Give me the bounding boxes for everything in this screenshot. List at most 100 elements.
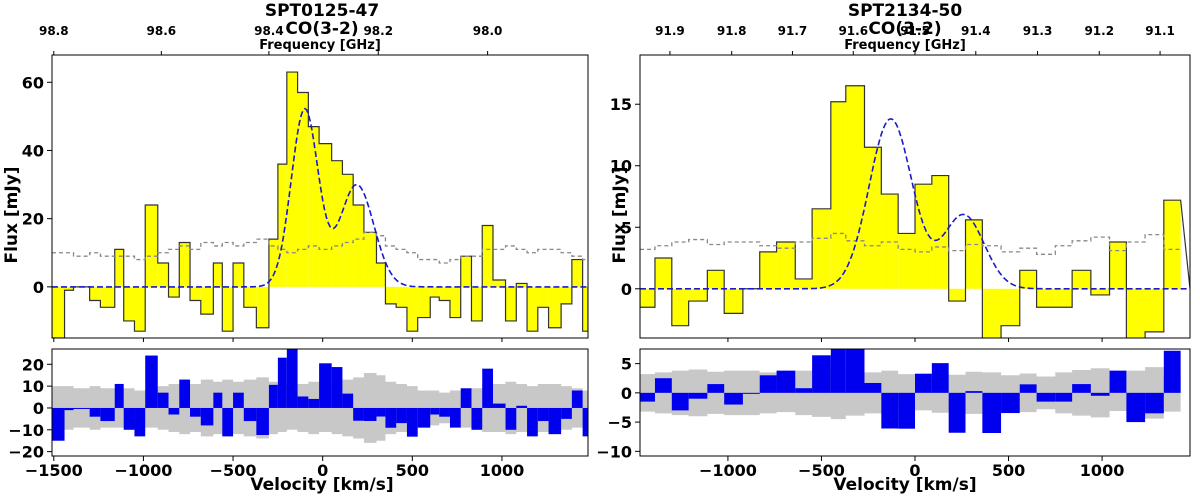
flux-bar	[830, 101, 846, 289]
velocity-tick-label: 1000	[480, 461, 525, 480]
residual-bar	[471, 407, 483, 430]
flux-bar	[654, 258, 672, 289]
residual-bar	[385, 407, 397, 428]
flux-bar	[406, 286, 418, 332]
noise-step-line	[52, 231, 588, 264]
flux-bar	[308, 126, 320, 287]
panel-2-title: SPT2134-50	[848, 1, 962, 21]
residual-bar	[724, 392, 743, 405]
flux-step-outline	[52, 71, 588, 338]
panel-1-subtitle: CO(3-2)	[285, 19, 358, 39]
spectrum-frame	[51, 54, 589, 339]
velocity-tick-label: 1000	[1080, 461, 1125, 480]
gaussian-fit-line	[52, 107, 588, 288]
residual-bar	[1109, 370, 1127, 393]
residual-bar	[561, 407, 572, 419]
residual-bar	[89, 407, 101, 417]
flux-bar	[1145, 288, 1164, 332]
top-tick-label: 91.9	[655, 24, 685, 38]
flux-bar	[256, 286, 269, 328]
residual-bar	[449, 407, 461, 428]
residual-bar	[881, 392, 899, 429]
flux-bar	[537, 286, 549, 308]
residual-bar	[363, 407, 377, 421]
residual-bar	[915, 373, 932, 393]
flux-bar	[931, 175, 949, 289]
flux-bar	[277, 164, 287, 287]
residual-bar	[268, 384, 278, 408]
flux-bar	[233, 262, 244, 287]
residual-bar	[376, 407, 386, 417]
residual-bar	[100, 407, 115, 422]
y-tick-label: 40	[22, 141, 44, 160]
top-tick-label: 91.4	[961, 24, 991, 38]
residual-bar	[430, 407, 440, 415]
flux-bar	[376, 262, 386, 287]
residual-bar	[190, 407, 201, 417]
residual-y-tick-label: 5	[621, 355, 632, 374]
flux-bar	[1072, 270, 1091, 289]
top-tick-label: 98.2	[363, 24, 393, 38]
residual-bar	[1072, 384, 1091, 393]
y-tick-label: 0	[33, 278, 44, 297]
residual-bar	[982, 392, 1002, 434]
flux-bar	[724, 288, 743, 314]
panel-2-ylabel: Flux [mJy]	[610, 166, 630, 263]
residual-bar	[319, 363, 332, 408]
flux-bar	[864, 147, 882, 289]
residual-bar	[297, 396, 309, 408]
flux-bar	[439, 286, 450, 301]
residual-bar	[548, 407, 562, 435]
residual-y-tick-label: 10	[22, 377, 44, 396]
residual-y-tick-label: 0	[33, 399, 44, 418]
residual-bar	[830, 349, 846, 393]
velocity-tick-label: −1500	[25, 461, 83, 480]
top-tick-label: 91.2	[1084, 24, 1114, 38]
residual-bar	[527, 407, 538, 437]
residual-bar	[308, 398, 320, 408]
flux-bar	[759, 251, 777, 289]
y-tick-label: 5	[621, 218, 632, 237]
flux-bar	[134, 286, 146, 332]
top-tick-label: 91.7	[778, 24, 808, 38]
residual-bar	[898, 392, 915, 429]
flux-bar	[89, 286, 101, 301]
residual-y-tick-label: −10	[8, 421, 44, 440]
velocity-tick-label: −500	[210, 461, 257, 480]
residual-bar	[492, 403, 506, 408]
residual-bar	[931, 363, 949, 393]
residual-bar	[114, 383, 124, 408]
residual-y-tick-label: −10	[596, 442, 632, 461]
flux-bar	[1019, 270, 1037, 289]
residual-bar	[406, 407, 418, 437]
velocity-tick-label: 0	[317, 461, 328, 480]
panel-2-residual-plot: −10 −5 0 5 −1000 −500 0 500 1000	[596, 348, 1191, 480]
spectrum-area	[52, 71, 588, 338]
residual-bar	[776, 370, 796, 393]
top-tick-label: 91.3	[1023, 24, 1053, 38]
y-tick-label: 20	[22, 210, 44, 229]
velocity-tick-label: 500	[992, 461, 1025, 480]
residual-bar	[1019, 384, 1037, 393]
velocity-tick-label: 500	[396, 461, 429, 480]
residual-bar	[1090, 392, 1110, 396]
residual-bar	[948, 392, 966, 433]
top-tick-label: 91.5	[900, 24, 930, 38]
residual-bar	[845, 349, 865, 393]
panel-2-spectrum-plot: 0 5 10 15 91.9 91.8 91.7 91.6 91.5 91.4 91.3 91.2 91…	[610, 24, 1191, 342]
flux-bar	[179, 242, 191, 287]
residual-bar	[52, 407, 65, 441]
residual-bar	[200, 407, 214, 426]
residual-area	[52, 349, 588, 443]
top-tick-label: 98.0	[473, 24, 503, 38]
flux-bar	[286, 72, 298, 287]
flux-bar	[114, 249, 124, 287]
residual-bar	[417, 407, 431, 428]
residual-bar	[439, 407, 450, 417]
flux-bar	[982, 288, 1002, 338]
residual-bar	[707, 384, 725, 393]
residual-bar	[396, 407, 407, 424]
residual-bar	[1163, 350, 1181, 393]
flux-bar	[965, 219, 983, 289]
residual-bar	[145, 355, 158, 408]
